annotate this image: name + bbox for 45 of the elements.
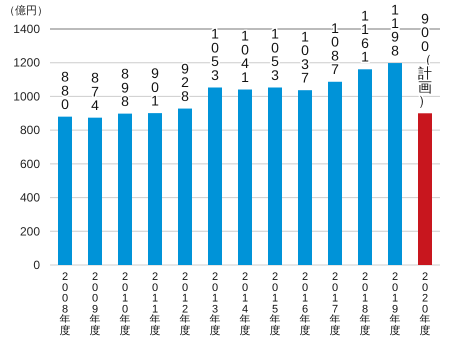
x-tick-label: 2014年度 xyxy=(240,271,250,337)
bar xyxy=(88,118,102,265)
x-tick-label: 2008年度 xyxy=(60,271,70,337)
data-label: 874 xyxy=(91,70,100,114)
bar xyxy=(418,113,432,265)
bar xyxy=(388,63,402,265)
y-tick-label: 1200 xyxy=(13,56,40,70)
data-label: 1053 xyxy=(271,26,280,83)
bar xyxy=(298,90,312,265)
y-tick-label: 1400 xyxy=(13,22,40,36)
x-tick-label: 2011年度 xyxy=(150,271,160,337)
bar xyxy=(148,113,162,265)
data-label: 880 xyxy=(61,68,70,112)
y-axis-title: （億円） xyxy=(4,4,48,17)
data-label: 901 xyxy=(151,65,160,108)
data-label: 1037 xyxy=(301,28,310,86)
x-tick-label: 2009年度 xyxy=(90,271,100,337)
y-tick-label: 400 xyxy=(20,190,40,205)
y-tick-label: 200 xyxy=(20,224,40,238)
x-tick-label: 2013年度 xyxy=(210,271,220,337)
bar xyxy=(208,87,222,265)
x-tick-label: 2020年度 xyxy=(420,271,430,337)
data-label: 898 xyxy=(121,66,130,109)
x-tick-label: 2010年度 xyxy=(120,271,130,337)
x-tick-label: 2018年度 xyxy=(360,271,370,337)
y-tick-label: 1000 xyxy=(13,89,40,104)
bar xyxy=(178,108,192,265)
data-label: 1053 xyxy=(211,26,220,83)
x-tick-label: 2016年度 xyxy=(300,271,310,337)
x-tick-label: 2019年度 xyxy=(390,271,400,337)
bar xyxy=(58,116,72,265)
x-tick-label: 2012年度 xyxy=(180,271,190,337)
data-label: 1041 xyxy=(241,28,250,85)
x-tick-label: 2017年度 xyxy=(330,271,340,337)
bar xyxy=(238,90,252,265)
y-tick-label: 0 xyxy=(33,258,40,272)
data-label: 1198 xyxy=(391,1,400,58)
y-tick-label: 600 xyxy=(20,156,40,171)
bar xyxy=(268,87,282,265)
data-label: 928 xyxy=(181,60,190,104)
bar xyxy=(358,69,372,265)
y-tick-label: 800 xyxy=(20,123,40,138)
bar xyxy=(118,114,132,265)
x-tick-label: 2015年度 xyxy=(270,271,280,337)
bar xyxy=(328,82,342,265)
